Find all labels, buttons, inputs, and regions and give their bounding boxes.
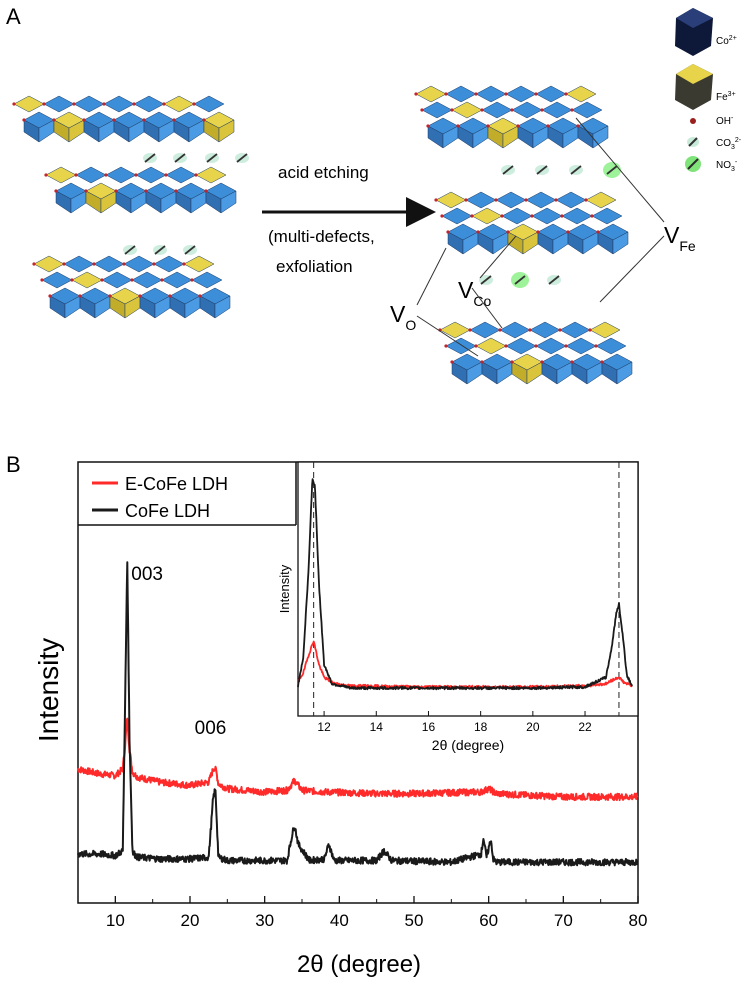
x-tick-label: 10	[106, 911, 125, 930]
x-tick-label: 30	[255, 911, 274, 930]
fe-octahedron-icon	[675, 64, 713, 110]
inset-series-line-cofe	[297, 478, 633, 691]
legend-co-label: Co2+	[716, 35, 737, 47]
series-line-cofe	[77, 561, 639, 867]
legend-co3-label: CO32-	[716, 137, 742, 151]
left-layer-bottom	[32, 255, 231, 319]
arrow-text-line1: acid etching	[278, 163, 369, 182]
carbonate-ion-icon	[687, 137, 699, 147]
inset-x-tick-label: 22	[578, 720, 592, 734]
left-layer-middle	[44, 166, 237, 214]
ldh-schematic	[12, 85, 633, 385]
right-interlayer-ions-1	[501, 162, 621, 178]
legend-label-cofe: CoFe LDH	[125, 501, 210, 521]
nitrate-ion-icon	[685, 156, 701, 172]
right-layer-middle	[434, 191, 629, 255]
inset-x-tick-label: 20	[526, 720, 540, 734]
inset-y-axis-label: Intensity	[277, 564, 292, 613]
left-interlayer-ions-2	[123, 245, 197, 255]
panel-a-label: A	[6, 4, 21, 29]
inset-x-axis-label: 2θ (degree)	[432, 737, 504, 753]
peak-annotation-003: 003	[131, 564, 163, 585]
x-tick-label: 50	[405, 911, 424, 930]
vacancy-o-label: VO	[390, 301, 416, 333]
left-interlayer-ions-1	[143, 153, 249, 163]
x-axis-label: 2θ (degree)	[297, 951, 421, 978]
x-tick-label: 20	[181, 911, 200, 930]
right-interlayer-ions-2	[479, 272, 561, 288]
inset-x-tick-label: 14	[370, 720, 384, 734]
legend-no3-label: NO3-	[716, 159, 738, 173]
y-axis-label: Intensity	[33, 638, 64, 742]
left-layer-top	[12, 95, 235, 143]
x-tick-label: 60	[479, 911, 498, 930]
legend-oh-label: OH-	[716, 115, 734, 127]
inset-x-tick-label: 18	[474, 720, 488, 734]
ion-legend: Co2+ Fe3+ OH- CO32- NO3-	[675, 8, 742, 173]
xrd-inset-chart: 12 14 16 18 20 22 Intensity 2θ (degree)	[277, 461, 639, 753]
right-layer-bottom	[438, 321, 633, 385]
inset-x-tick-label: 12	[317, 720, 331, 734]
vacancy-co-label: VCo	[458, 277, 491, 309]
x-tick-label: 40	[330, 911, 349, 930]
peak-annotation-006: 006	[195, 718, 227, 739]
chart-legend: E-CoFe LDH CoFe LDH	[78, 462, 297, 526]
x-tick-label: 80	[629, 911, 648, 930]
inset-x-tick-label: 16	[422, 720, 436, 734]
vacancy-leader-lines	[416, 117, 665, 357]
hydroxyl-dot-icon	[690, 118, 696, 124]
arrow-text-line3: exfoliation	[276, 257, 353, 276]
legend-label-e-cofe: E-CoFe LDH	[125, 474, 228, 494]
x-tick-label: 70	[554, 911, 573, 930]
co-octahedron-icon	[675, 8, 713, 56]
inset-frame	[297, 461, 639, 717]
arrow-text-line2: (multi-defects,	[268, 227, 375, 246]
series-line-e-cofe	[77, 717, 639, 802]
vacancy-fe-label: VFe	[664, 222, 696, 254]
panel-b-label: B	[6, 452, 21, 477]
legend-fe-label: Fe3+	[716, 91, 736, 103]
right-layer-top	[414, 85, 609, 149]
inset-series-line-e-cofe	[297, 640, 633, 690]
